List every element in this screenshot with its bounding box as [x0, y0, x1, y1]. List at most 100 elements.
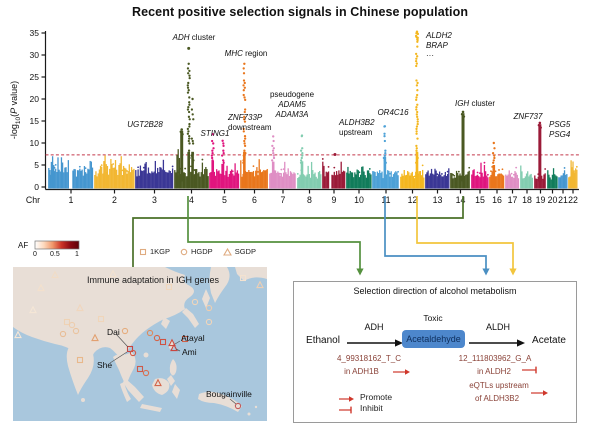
svg-text:17: 17 [508, 195, 518, 205]
af-legend-label: AF [18, 241, 29, 250]
toxic-label: Toxic [423, 313, 443, 323]
eqtl-line2: of ALDH3B2 [474, 394, 520, 403]
connector-chr4 [187, 196, 361, 269]
af-tick-0: 0 [33, 251, 37, 258]
connector-chr11 [384, 196, 487, 269]
plot-annotation: pseudogene ADAM5 ADAM3A [269, 90, 315, 119]
promote-label: Promote [360, 392, 393, 402]
plot-annotation: ADH cluster [172, 33, 216, 42]
variant-aldh2-gene: in ALDH2 [477, 367, 511, 376]
square-icon [139, 248, 147, 255]
plot-annotation: ZNF737 [513, 112, 543, 121]
chromosome-15 [471, 161, 489, 189]
chromosome-2 [94, 155, 135, 189]
svg-text:19: 19 [536, 195, 546, 205]
ethanol-label: Ethanol [306, 335, 340, 346]
chromosome-11 [372, 125, 399, 189]
y-axis-label: -log10(P value) [9, 80, 22, 140]
reaction-arrow-adh [347, 339, 403, 347]
connector-chr14 [132, 196, 464, 269]
inhibit-label: Inhibit [360, 403, 383, 413]
plot-annotation: OR4C16 [377, 108, 409, 117]
svg-text:25: 25 [30, 72, 40, 82]
circle-icon [180, 248, 188, 255]
chromosome-16 [489, 141, 505, 189]
svg-text:15: 15 [475, 195, 485, 205]
svg-text:14: 14 [456, 195, 466, 205]
svg-text:10: 10 [354, 195, 364, 205]
af-gradient-bar [34, 240, 80, 250]
svg-text:8: 8 [307, 195, 312, 205]
plot-annotation: IGH cluster [454, 99, 496, 108]
legend-label-sgdp: SGDP [234, 247, 256, 256]
chromosome-22 [568, 160, 578, 189]
svg-text:2: 2 [112, 195, 117, 205]
chromosome-7 [269, 135, 296, 189]
asia-map [13, 267, 267, 421]
chromosome-1 [48, 156, 94, 189]
legend-item-sgdp: SGDP [222, 247, 256, 256]
svg-text:11: 11 [381, 195, 390, 205]
figure-title: Recent positive selection signals in Chi… [131, 5, 469, 19]
map-population-label: Bougainville [206, 389, 252, 399]
map-population-label: Atayal [181, 333, 205, 343]
af-tick-05: 0.5 [50, 251, 60, 258]
svg-text:15: 15 [30, 116, 40, 126]
map-population-label: Dai [107, 327, 120, 337]
svg-text:3: 3 [152, 195, 157, 205]
eqtl-line1: eQTLs upstream [469, 381, 529, 390]
chromosome-12 [400, 30, 425, 189]
chromosome-20 [547, 168, 558, 189]
triangle-icon [222, 247, 232, 256]
chromosome-17 [505, 166, 520, 189]
svg-text:0: 0 [34, 182, 39, 192]
map-title: Immune adaptation in IGH genes [86, 275, 220, 285]
aldh-enzyme-label: ALDH [485, 322, 510, 332]
promote-arrow-icon [531, 390, 548, 396]
svg-text:6: 6 [252, 195, 257, 205]
chromosome-8 [296, 134, 322, 189]
chromosome-13 [425, 168, 450, 189]
inhibit-arrow-icon [339, 406, 352, 414]
promote-arrow-icon [393, 369, 410, 375]
legend-label-1kgp: 1KGP [150, 247, 171, 256]
svg-text:22: 22 [568, 195, 578, 205]
svg-text:20: 20 [30, 94, 40, 104]
plot-annotation: ALDH2 BRAP ··· [426, 31, 452, 60]
chromosome-19 [534, 121, 547, 189]
dataset-legend: 1KGP HGDP SGDP [139, 247, 256, 256]
svg-text:9: 9 [332, 195, 337, 205]
plot-annotation: STING1 [200, 129, 230, 138]
plot-annotation: MHC region [224, 49, 268, 58]
chromosome-18 [520, 165, 533, 189]
variant-adh1b-gene: in ADH1B [344, 367, 379, 376]
svg-text:Chr: Chr [26, 195, 40, 205]
svg-text:12: 12 [408, 195, 418, 205]
legend-item-hgdp: HGDP [180, 247, 213, 256]
map-population-label: She [97, 360, 113, 370]
chromosome-10 [346, 166, 372, 189]
map-population-label: Ami [182, 347, 197, 357]
chromosome-5 [209, 133, 240, 189]
legend-item-1kgp: 1KGP [139, 247, 170, 256]
plot-annotation: ALDH3B2 upstream [339, 118, 375, 137]
variant-aldh2: 12_111803962_G_A [458, 354, 532, 363]
svg-text:20: 20 [548, 195, 558, 205]
svg-text:1: 1 [69, 195, 74, 205]
plot-annotation: ZNF733P downstream [228, 113, 272, 132]
svg-text:16: 16 [492, 195, 502, 205]
promote-arrow-icon [339, 396, 354, 402]
svg-text:18: 18 [522, 195, 532, 205]
svg-text:4: 4 [189, 195, 194, 205]
legend-label-hgdp: HGDP [191, 247, 213, 256]
variant-adh1b: 4_99318162_T_C [336, 354, 402, 363]
reaction-arrow-aldh [469, 339, 525, 347]
chromosome-4 [174, 46, 209, 189]
alcohol-metabolism-panel: Selection direction of alcohol metabolis… [293, 281, 577, 423]
chromosome-3 [135, 159, 174, 189]
svg-text:5: 5 [34, 160, 39, 170]
svg-text:35: 35 [30, 28, 40, 38]
chromosome-14 [450, 110, 471, 189]
plot-annotation: UGT2B28 [127, 120, 163, 129]
